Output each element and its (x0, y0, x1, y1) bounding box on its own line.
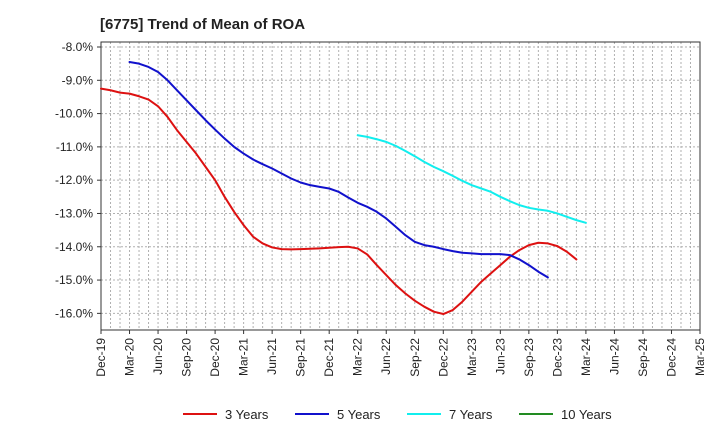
x-tick-label-5: Mar-21 (237, 338, 251, 376)
x-tick-label-18: Jun-24 (607, 338, 621, 375)
y-tick-label-6: -14.0% (55, 240, 93, 254)
x-tick-label-21: Mar-25 (693, 338, 707, 376)
x-tick-label-3: Sep-20 (180, 338, 194, 377)
x-tick-label-16: Dec-23 (550, 338, 564, 377)
x-tick-label-1: Mar-20 (123, 338, 137, 376)
y-tick-label-7: -15.0% (55, 273, 93, 287)
plot-border (100, 41, 701, 331)
x-tick-label-7: Sep-21 (294, 338, 308, 377)
x-tick-label-8: Dec-21 (322, 338, 336, 377)
x-tick-label-2: Jun-20 (151, 338, 165, 375)
y-tick-label-0: -8.0% (62, 40, 94, 54)
y-axis-ticks: -8.0% -9.0% -10.0% -11.0% -12.0% -13.0% -14.0%… (55, 40, 101, 320)
x-tick-label-20: Dec-24 (664, 338, 678, 377)
legend-label-3-years: 3 Years (225, 407, 269, 422)
series-lines (100, 60, 587, 316)
x-tick-label-15: Sep-23 (522, 338, 536, 377)
legend-label-7-years: 7 Years (449, 407, 493, 422)
legend-label-10-years: 10 Years (561, 407, 612, 422)
series-line-3-years (100, 87, 578, 316)
legend: 3 Years 5 Years 7 Years 10 Years (183, 407, 612, 422)
y-tick-label-3: -11.0% (56, 140, 93, 154)
y-tick-label-4: -12.0% (55, 173, 93, 187)
x-axis-ticks: Dec-19 Mar-20 Jun-20 Sep-20 Dec-20 Mar-21 Jun-… (94, 330, 707, 377)
plot-background (101, 42, 700, 330)
y-tick-label-8: -16.0% (55, 306, 93, 320)
x-tick-label-0: Dec-19 (94, 338, 108, 377)
x-tick-label-17: Mar-24 (579, 338, 593, 376)
x-tick-label-6: Jun-21 (265, 338, 279, 375)
x-tick-label-4: Dec-20 (208, 338, 222, 377)
legend-label-5-years: 5 Years (337, 407, 381, 422)
x-tick-label-12: Dec-22 (436, 338, 450, 377)
grid-lines (101, 42, 700, 330)
series-line-5-years (128, 60, 549, 279)
y-tick-label-5: -13.0% (55, 206, 93, 220)
y-tick-label-1: -9.0% (62, 73, 94, 87)
chart-title: [6775] Trend of Mean of ROA (100, 16, 306, 33)
x-tick-label-10: Jun-22 (379, 338, 393, 375)
x-tick-label-11: Sep-22 (408, 338, 422, 377)
x-tick-label-14: Jun-23 (493, 338, 507, 375)
y-tick-label-2: -10.0% (55, 107, 93, 121)
x-tick-label-9: Mar-22 (351, 338, 365, 376)
x-tick-label-13: Mar-23 (465, 338, 479, 376)
series-line-7-years (356, 134, 587, 224)
x-tick-label-19: Sep-24 (636, 338, 650, 377)
